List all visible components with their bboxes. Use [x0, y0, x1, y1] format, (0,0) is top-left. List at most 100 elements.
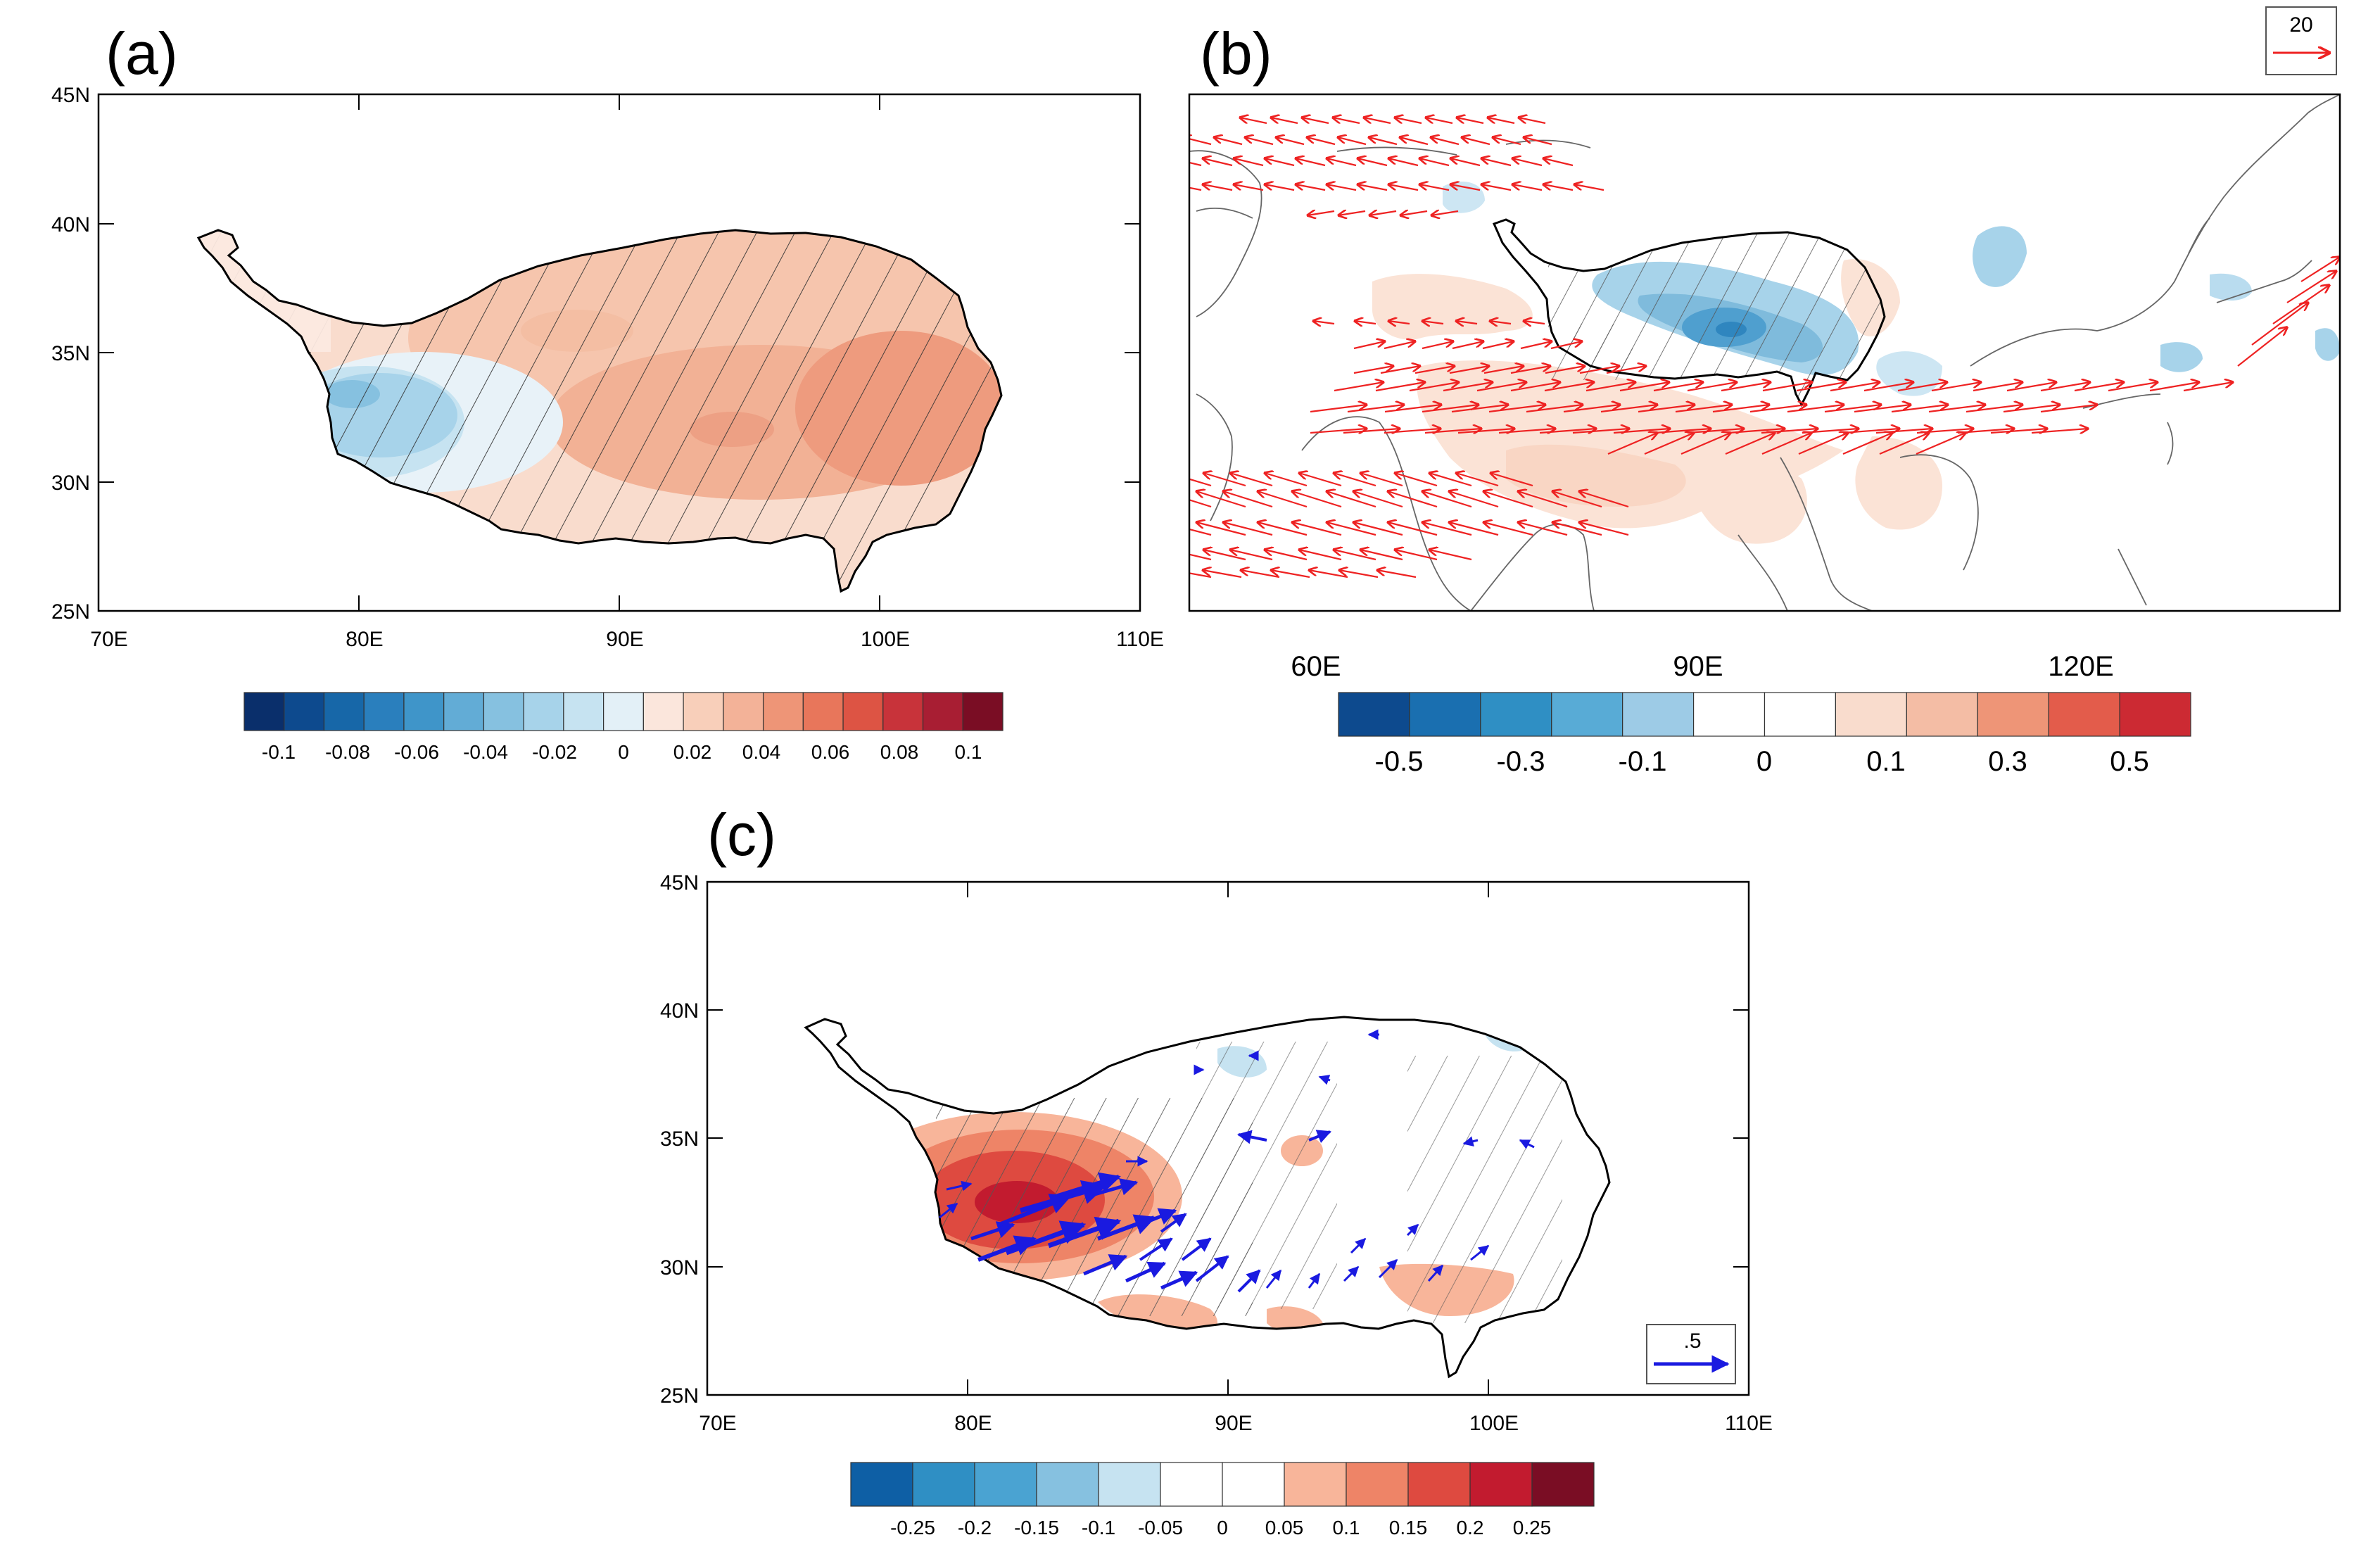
colorbar-label: -0.25	[890, 1517, 935, 1539]
wind-vector	[1931, 382, 1981, 392]
wind-vector	[1310, 405, 1367, 413]
wind-vector	[1353, 522, 1403, 536]
wind-vector	[1395, 473, 1438, 487]
flux-vector	[1427, 1264, 1444, 1282]
wind-vector	[1422, 405, 1479, 413]
wind-vector	[1606, 366, 1646, 374]
colorbar-label: 0.08	[880, 741, 919, 763]
colorbar-label: -0.06	[394, 741, 439, 763]
wind-vector	[1456, 321, 1478, 324]
wind-vector	[1687, 429, 1744, 433]
wind-vector	[1512, 158, 1543, 167]
flux-vector	[1308, 1272, 1321, 1289]
colorbar-label: -0.02	[532, 741, 577, 763]
wind-vector	[1476, 382, 1526, 392]
wind-vector	[1234, 158, 1264, 167]
wind-vector	[1265, 184, 1295, 191]
wind-vector	[1414, 366, 1455, 374]
panel-a-colorbar-swatch	[762, 692, 804, 731]
wind-vector	[1552, 522, 1602, 536]
wind-vector	[1419, 158, 1450, 167]
wind-vector	[1481, 184, 1512, 191]
wind-vector	[1384, 341, 1415, 350]
lon-label: 90E	[1215, 1412, 1252, 1435]
wind-vector	[1334, 550, 1376, 561]
panel-c-lat-labels: 45N 40N 35N 30N 25N	[660, 871, 699, 1408]
wind-vector	[1353, 491, 1403, 508]
wind-vector	[1481, 158, 1512, 167]
flux-vector	[1462, 1136, 1479, 1147]
panel-a-colorbar-swatch	[603, 692, 644, 731]
colorbar-label: 0	[618, 741, 629, 763]
wind-vector	[2074, 382, 2124, 392]
panel-a-colorbar-swatch	[363, 692, 405, 731]
lat-label: 35N	[660, 1127, 699, 1151]
wind-vector	[2040, 382, 2090, 392]
flux-vector	[1519, 1139, 1535, 1149]
flux-vector	[946, 1180, 973, 1192]
wind-vector	[1879, 433, 1929, 455]
wind-vector	[1296, 158, 1326, 167]
wind-vector	[1526, 405, 1583, 413]
colorbar-label: -0.2	[958, 1517, 992, 1539]
lon-label: 70E	[90, 628, 127, 651]
panel-b-colorbar	[1338, 692, 2191, 737]
wind-vector	[1384, 429, 1441, 433]
wind-vector	[1483, 491, 1533, 508]
panel-b-colorbar-swatch	[1764, 692, 1837, 737]
wind-vector	[1761, 433, 1811, 455]
wind-vector	[1675, 405, 1732, 413]
wind-vector	[1574, 184, 1604, 191]
wind-vector	[1310, 429, 1367, 433]
flux-vector	[939, 1202, 958, 1219]
lat-label: 45N	[660, 871, 699, 895]
wind-vector	[1327, 158, 1357, 167]
wind-vector	[2237, 327, 2287, 367]
wind-vector	[1422, 321, 1444, 324]
panel-c-colorbar	[850, 1462, 1595, 1507]
panel-a-colorbar-swatch	[683, 692, 724, 731]
panel-a-colorbar-swatch	[882, 692, 924, 731]
colorbar-label: 0.1	[1866, 746, 1906, 777]
wind-vector	[1449, 491, 1499, 508]
wind-vector	[1543, 184, 1574, 191]
wind-vector	[1619, 382, 1669, 392]
wind-vector	[1762, 382, 1812, 392]
wind-vector	[1830, 382, 1880, 392]
wind-vector	[1431, 211, 1459, 215]
wind-vector	[1452, 341, 1483, 350]
wind-vector	[1377, 570, 1417, 579]
wind-vector	[1613, 429, 1670, 433]
panel-b-colorbar-swatch	[1835, 692, 1907, 737]
wind-vector	[1422, 341, 1453, 350]
panel-a-colorbar-swatch	[443, 692, 485, 731]
wind-vector	[1493, 137, 1521, 146]
wind-vector	[1519, 118, 1546, 125]
wind-vector	[1360, 473, 1403, 487]
panel-b-colorbar-swatch	[1338, 692, 1410, 737]
panel-a-colorbar-swatch	[563, 692, 605, 731]
wind-vector	[1928, 405, 1985, 413]
wind-vector	[1258, 491, 1308, 508]
wind-vector	[1230, 550, 1273, 561]
wind-vector	[1524, 137, 1552, 146]
lat-label: 25N	[51, 600, 90, 624]
panel-b-lon-labels: 60E 90E 120E	[1291, 651, 2113, 682]
wind-vector	[1966, 405, 2023, 413]
lat-label: 30N	[51, 472, 90, 495]
wind-vector	[1230, 473, 1273, 487]
wind-vector	[1419, 184, 1450, 191]
panel-c-colorbar-swatch	[1346, 1462, 1409, 1507]
panel-c-ticks	[707, 881, 1749, 1395]
flux-vector	[1318, 1075, 1331, 1085]
wind-vector	[1749, 405, 1806, 413]
colorbar-label: 0.04	[742, 741, 781, 763]
wind-vector	[1196, 491, 1246, 508]
panel-c-vectors	[939, 1029, 1535, 1293]
wind-vector	[1426, 118, 1453, 125]
lon-label: 80E	[954, 1412, 992, 1435]
lon-label: 90E	[606, 628, 643, 651]
wind-vector	[1296, 184, 1326, 191]
wind-vector	[1189, 528, 1212, 536]
